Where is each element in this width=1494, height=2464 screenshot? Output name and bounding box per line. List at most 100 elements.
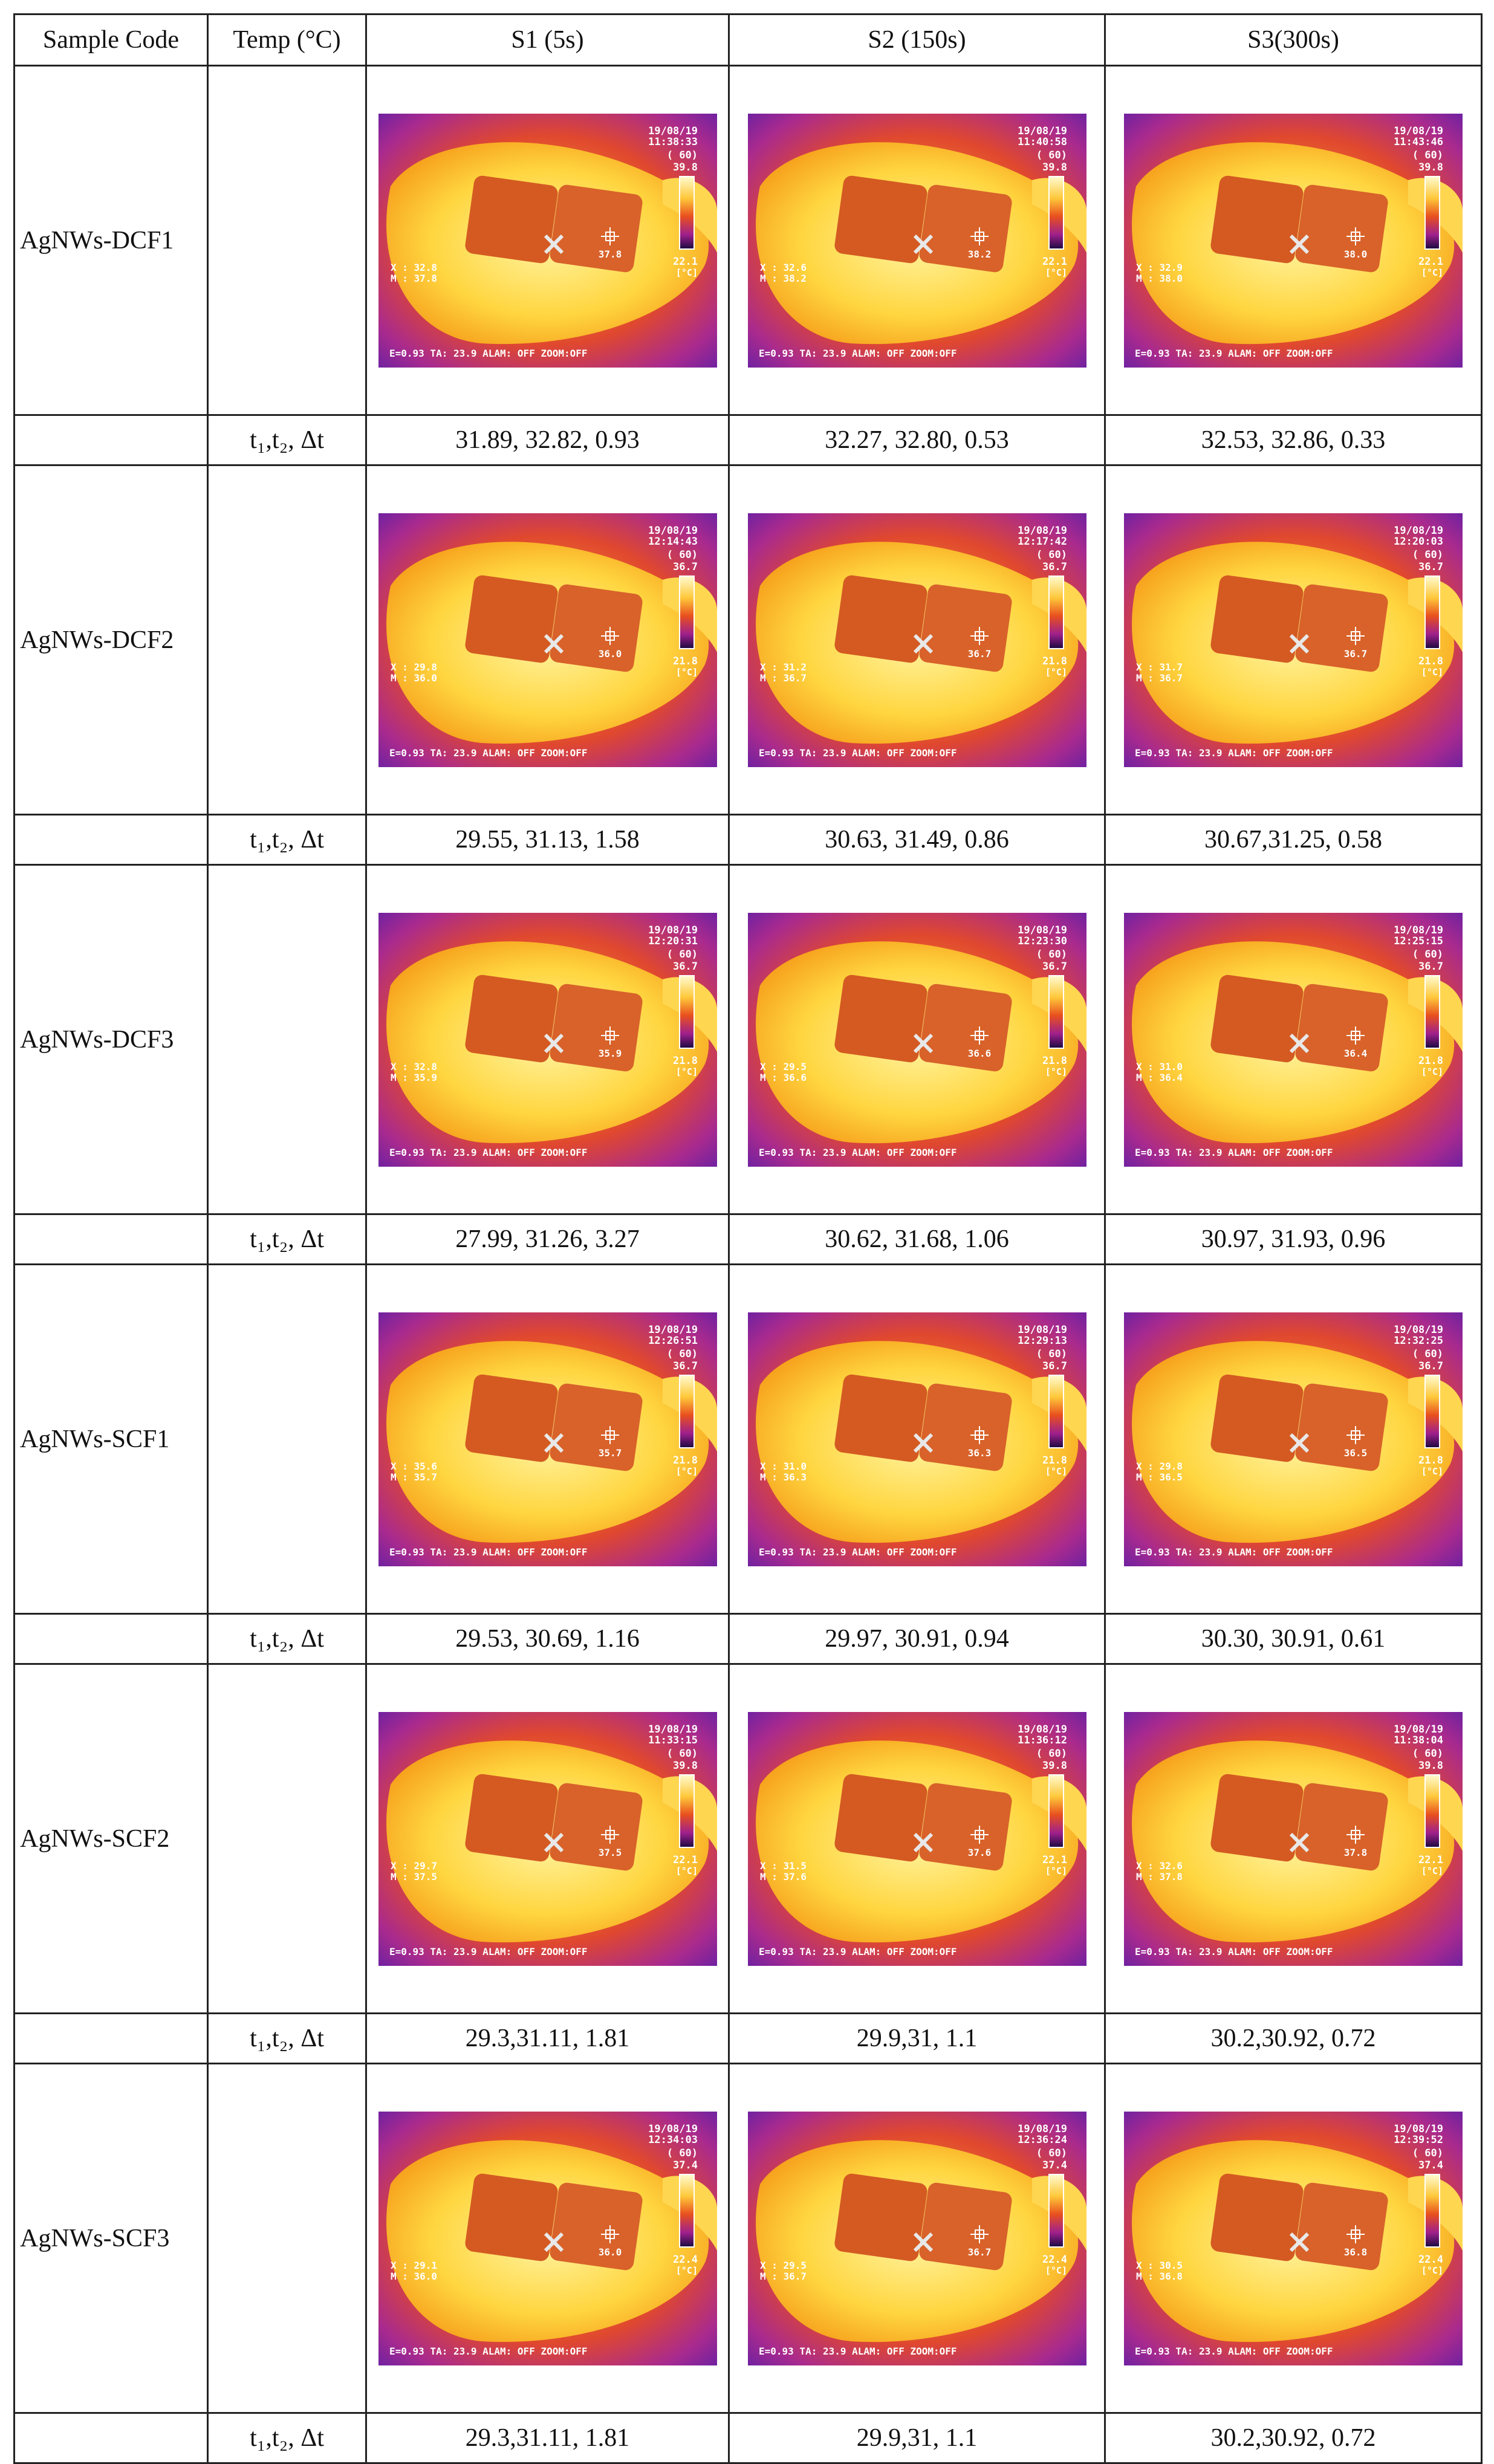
- header-temp: Temp (°C): [207, 13, 367, 66]
- svg-text:[°C]: [°C]: [675, 1066, 697, 1077]
- sample-code: AgNWs-SCF3: [13, 2063, 209, 2414]
- thermal-image-cell: 19/08/19 12:34:03 ( 60) 37.4 22.4 [°C] 3…: [365, 2063, 730, 2414]
- svg-text:21.8: 21.8: [673, 1454, 698, 1467]
- thermal-image: 19/08/19 12:32:25 ( 60) 36.7 21.8 [°C] 3…: [1124, 1312, 1463, 1566]
- svg-text:( 60): ( 60): [1412, 149, 1443, 161]
- svg-text:[°C]: [°C]: [1045, 2265, 1067, 2276]
- empty-cell: [13, 2012, 209, 2064]
- svg-text:36.0: 36.0: [598, 648, 622, 660]
- sample-code: AgNWs-SCF2: [13, 1663, 209, 2014]
- svg-text:19/08/19: 19/08/19: [1394, 1723, 1443, 1736]
- svg-text:37.4: 37.4: [1042, 2159, 1067, 2171]
- svg-text:12:34:03: 12:34:03: [648, 2134, 698, 2146]
- svg-text:E=0.93 TA: 23.9 ALAM: OFF: E=0.93 TA: 23.9 ALAM: OFF ZOOM:OFF: [759, 1946, 957, 1957]
- svg-text:E=0.93 TA: 23.9 ALAM: OFF: E=0.93 TA: 23.9 ALAM: OFF ZOOM:OFF: [759, 2346, 957, 2357]
- temp-values: 30.30, 30.91, 0.61: [1104, 1613, 1483, 1665]
- header-s1: S1 (5s): [365, 13, 730, 66]
- svg-text:X : 30.5: X : 30.5: [1136, 2260, 1183, 2271]
- temp-values: 29.9,31, 1.1: [728, 2012, 1106, 2064]
- svg-text:X : 29.5: X : 29.5: [760, 1061, 807, 1072]
- svg-text:( 60): ( 60): [666, 2147, 697, 2159]
- svg-text:12:20:31: 12:20:31: [648, 935, 698, 947]
- sample-row-agnws-dcf2: AgNWs-DCF2 19/08/19 12:14:43 ( 60) 36.7 …: [13, 464, 1483, 815]
- svg-text:19/08/19: 19/08/19: [1018, 1723, 1067, 1736]
- thermal-image-cell: 19/08/19 12:25:15 ( 60) 36.7 21.8 [°C] 3…: [1104, 864, 1483, 1215]
- thermal-image-cell: 19/08/19 12:26:51 ( 60) 36.7 21.8 [°C] 3…: [365, 1263, 730, 1615]
- temp-cell-empty: [207, 65, 367, 416]
- thermal-image-cell: 19/08/19 12:39:52 ( 60) 37.4 22.4 [°C] 3…: [1104, 2063, 1483, 2414]
- svg-text:22.1: 22.1: [673, 256, 698, 268]
- svg-text:36.7: 36.7: [673, 561, 698, 573]
- thermal-image-cell: 19/08/19 12:32:25 ( 60) 36.7 21.8 [°C] 3…: [1104, 1263, 1483, 1615]
- svg-text:36.7: 36.7: [1418, 961, 1443, 973]
- thermal-image-cell: 19/08/19 12:14:43 ( 60) 36.7 21.8 [°C] 3…: [365, 464, 730, 815]
- svg-text:X : 29.8: X : 29.8: [391, 661, 437, 673]
- svg-text:35.9: 35.9: [598, 1048, 622, 1059]
- svg-text:[°C]: [°C]: [1045, 1866, 1067, 1876]
- svg-text:E=0.93 TA: 23.9 ALAM: OFF: E=0.93 TA: 23.9 ALAM: OFF ZOOM:OFF: [759, 1546, 957, 1558]
- svg-text:E=0.93 TA: 23.9 ALAM: OFF: E=0.93 TA: 23.9 ALAM: OFF ZOOM:OFF: [389, 747, 588, 759]
- svg-text:19/08/19: 19/08/19: [648, 924, 698, 936]
- svg-text:19/08/19: 19/08/19: [1394, 125, 1443, 137]
- thermal-image: 19/08/19 12:26:51 ( 60) 36.7 21.8 [°C] 3…: [378, 1312, 717, 1566]
- thermal-image: 19/08/19 12:25:15 ( 60) 36.7 21.8 [°C] 3…: [1124, 912, 1463, 1167]
- svg-text:36.3: 36.3: [967, 1447, 991, 1459]
- svg-text:36.7: 36.7: [1418, 1360, 1443, 1372]
- svg-text:M : 36.0: M : 36.0: [391, 2271, 437, 2282]
- svg-text:( 60): ( 60): [1412, 549, 1443, 561]
- temp-label: t₁,t₂, Δt: [207, 2012, 367, 2064]
- svg-text:( 60): ( 60): [666, 1748, 697, 1760]
- svg-text:12:20:03: 12:20:03: [1394, 536, 1443, 548]
- thermal-image-cell: 19/08/19 12:23:30 ( 60) 36.7 21.8 [°C] 3…: [728, 864, 1106, 1215]
- svg-text:( 60): ( 60): [1036, 948, 1067, 961]
- svg-text:X : 31.0: X : 31.0: [1136, 1061, 1183, 1072]
- svg-text:37.6: 37.6: [967, 1847, 991, 1858]
- thermal-image-cell: 19/08/19 12:20:31 ( 60) 36.7 21.8 [°C] 3…: [365, 864, 730, 1215]
- svg-text:37.4: 37.4: [1418, 2159, 1443, 2171]
- temp-cell-empty: [207, 2063, 367, 2414]
- svg-text:X : 29.5: X : 29.5: [760, 2260, 807, 2271]
- sample-row-agnws-scf3: AgNWs-SCF3 19/08/19 12:34:03 ( 60) 37.4 …: [13, 2063, 1483, 2414]
- thermal-image: 19/08/19 12:14:43 ( 60) 36.7 21.8 [°C] 3…: [378, 513, 717, 767]
- sample-code: AgNWs-DCF3: [13, 864, 209, 1215]
- temp-label: t₁,t₂, Δt: [207, 814, 367, 866]
- svg-text:E=0.93 TA: 23.9 ALAM: OFF: E=0.93 TA: 23.9 ALAM: OFF ZOOM:OFF: [389, 1147, 588, 1158]
- svg-text:36.7: 36.7: [673, 1360, 698, 1372]
- svg-text:E=0.93 TA: 23.9 ALAM: OFF: E=0.93 TA: 23.9 ALAM: OFF ZOOM:OFF: [759, 348, 957, 359]
- empty-cell: [13, 2412, 209, 2464]
- svg-text:19/08/19: 19/08/19: [1394, 525, 1443, 537]
- svg-text:22.1: 22.1: [673, 1854, 698, 1866]
- svg-text:22.1: 22.1: [1418, 1854, 1443, 1866]
- svg-text:[°C]: [°C]: [1045, 267, 1067, 278]
- temp-values: 30.67,31.25, 0.58: [1104, 814, 1483, 866]
- sample-row-agnws-dcf3: AgNWs-DCF3 19/08/19 12:20:31 ( 60) 36.7 …: [13, 864, 1483, 1215]
- svg-text:X : 29.1: X : 29.1: [391, 2260, 437, 2271]
- svg-text:E=0.93 TA: 23.9 ALAM: OFF: E=0.93 TA: 23.9 ALAM: OFF ZOOM:OFF: [759, 747, 957, 759]
- values-row-agnws-scf2: t₁,t₂, Δt 29.3,31.11, 1.81 29.9,31, 1.1 30.…: [13, 2012, 1483, 2064]
- svg-text:X : 32.8: X : 32.8: [391, 262, 437, 273]
- svg-text:39.8: 39.8: [673, 1760, 698, 1772]
- svg-text:M : 36.8: M : 36.8: [1136, 2271, 1183, 2282]
- svg-text:19/08/19: 19/08/19: [1018, 1324, 1067, 1336]
- temp-values: 29.55, 31.13, 1.58: [365, 814, 730, 866]
- empty-cell: [13, 414, 209, 466]
- svg-text:38.0: 38.0: [1344, 248, 1368, 260]
- svg-text:12:25:15: 12:25:15: [1394, 935, 1443, 947]
- sample-row-agnws-dcf1: AgNWs-DCF1 19/08/19 11:38:33 ( 60) 39.8 …: [13, 65, 1483, 416]
- svg-text:[°C]: [°C]: [1421, 1466, 1443, 1477]
- svg-text:22.1: 22.1: [1042, 256, 1067, 268]
- svg-text:M : 36.0: M : 36.0: [391, 672, 437, 684]
- svg-text:39.8: 39.8: [1418, 1760, 1443, 1772]
- thermal-image: 19/08/19 12:20:31 ( 60) 36.7 21.8 [°C] 3…: [378, 912, 717, 1167]
- svg-text:37.5: 37.5: [598, 1847, 622, 1858]
- svg-text:X : 31.5: X : 31.5: [760, 1860, 807, 1872]
- header-s2: S2 (150s): [728, 13, 1106, 66]
- svg-text:37.8: 37.8: [1344, 1847, 1368, 1858]
- svg-text:12:39:52: 12:39:52: [1394, 2134, 1443, 2146]
- thermal-image: 19/08/19 12:36:24 ( 60) 37.4 22.4 [°C] 3…: [747, 2111, 1086, 2365]
- svg-text:36.7: 36.7: [673, 961, 698, 973]
- sample-code: AgNWs-DCF1: [13, 65, 209, 416]
- svg-text:M : 36.6: M : 36.6: [760, 1072, 807, 1083]
- svg-text:12:17:42: 12:17:42: [1018, 536, 1067, 548]
- svg-text:M : 38.2: M : 38.2: [760, 273, 807, 284]
